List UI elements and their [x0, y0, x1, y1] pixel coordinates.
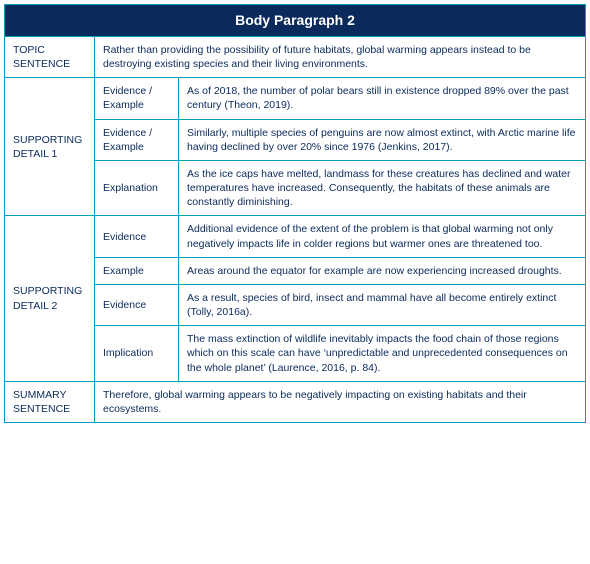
support2-row-0: SUPPORTING DETAIL 2 Evidence Additional …: [5, 216, 586, 257]
support1-row-0: SUPPORTING DETAIL 1 Evidence / Example A…: [5, 78, 586, 119]
support1-text-2: As the ice caps have melted, landmass fo…: [179, 160, 586, 216]
support1-label: SUPPORTING DETAIL 1: [5, 78, 95, 216]
topic-text: Rather than providing the possibility of…: [95, 36, 586, 77]
support2-text-0: Additional evidence of the extent of the…: [179, 216, 586, 257]
support2-sub-2: Evidence: [95, 284, 179, 325]
support2-sub-1: Example: [95, 257, 179, 284]
body-paragraph-table: Body Paragraph 2 TOPIC SENTENCE Rather t…: [4, 4, 586, 423]
support2-sub-3: Implication: [95, 326, 179, 382]
support2-text-3: The mass extinction of wildlife inevitab…: [179, 326, 586, 382]
support1-sub-0: Evidence / Example: [95, 78, 179, 119]
support1-sub-2: Explanation: [95, 160, 179, 216]
support2-sub-0: Evidence: [95, 216, 179, 257]
topic-row: TOPIC SENTENCE Rather than providing the…: [5, 36, 586, 77]
summary-label: SUMMARY SENTENCE: [5, 381, 95, 422]
topic-label: TOPIC SENTENCE: [5, 36, 95, 77]
summary-row: SUMMARY SENTENCE Therefore, global warmi…: [5, 381, 586, 422]
table-title: Body Paragraph 2: [5, 5, 586, 37]
support2-text-1: Areas around the equator for example are…: [179, 257, 586, 284]
support1-sub-1: Evidence / Example: [95, 119, 179, 160]
support2-text-2: As a result, species of bird, insect and…: [179, 284, 586, 325]
support1-text-0: As of 2018, the number of polar bears st…: [179, 78, 586, 119]
support1-text-1: Similarly, multiple species of penguins …: [179, 119, 586, 160]
support2-label: SUPPORTING DETAIL 2: [5, 216, 95, 381]
summary-text: Therefore, global warming appears to be …: [95, 381, 586, 422]
